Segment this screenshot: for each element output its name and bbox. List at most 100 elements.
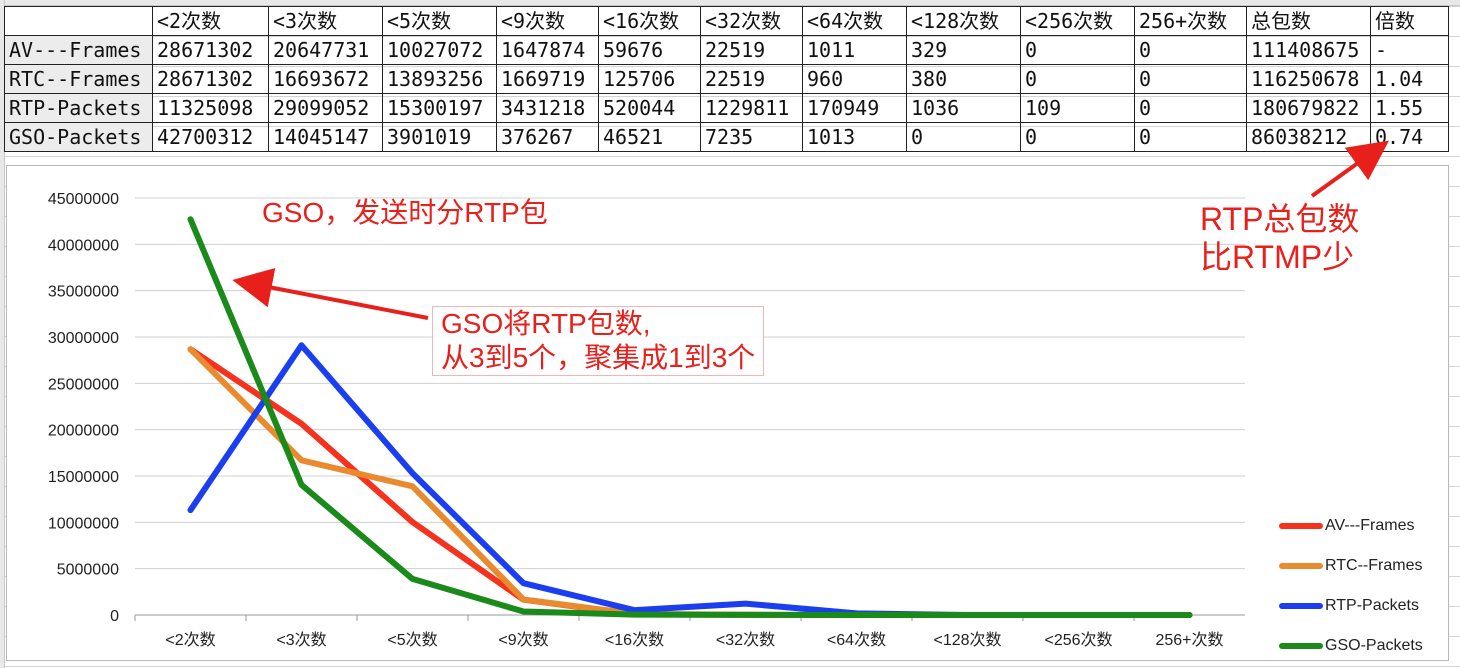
x-tick-label: <32次数	[716, 631, 775, 649]
table-cell[interactable]: 109	[1020, 93, 1135, 123]
annotation-gso-split: GSO，发送时分RTP包	[262, 197, 548, 228]
table-header-cell[interactable]: 倍数	[1370, 6, 1449, 36]
legend-item[interactable]: RTC--Frames	[1279, 546, 1423, 586]
table-header-cell[interactable]: <5次数	[382, 6, 497, 36]
table-header-cell[interactable]: <9次数	[496, 6, 599, 36]
table-cell[interactable]: 1011	[802, 35, 907, 65]
table-row: GSO-Packets 42700312 14045147 3901019 376267…	[4, 122, 1449, 152]
table-cell[interactable]: 1036	[906, 93, 1021, 123]
legend-item[interactable]: AV---Frames	[1279, 506, 1423, 546]
table-row-label[interactable]: GSO-Packets	[4, 122, 153, 152]
table-cell[interactable]: 42700312	[152, 122, 269, 152]
table-cell[interactable]: 960	[802, 64, 907, 94]
chart-canvas: 0 5000000 10000000 15000000 20000000 25000000…	[48, 191, 1245, 649]
line-chart[interactable]: 0 5000000 10000000 15000000 20000000 25000000…	[6, 165, 1449, 661]
legend-item[interactable]: RTP-Packets	[1279, 586, 1423, 626]
y-tick-label: 40000000	[48, 237, 119, 254]
table-header-cell[interactable]: <2次数	[152, 6, 269, 36]
table-cell[interactable]: 3431218	[496, 93, 599, 123]
table-row-label[interactable]: RTP-Packets	[4, 93, 153, 123]
table-cell[interactable]: 180679822	[1246, 93, 1371, 123]
table-cell[interactable]: 0	[1134, 35, 1247, 65]
table-cell[interactable]: 111408675	[1246, 35, 1371, 65]
y-tick-label: 15000000	[48, 469, 119, 486]
table-header-cell[interactable]: <3次数	[268, 6, 383, 36]
table-header-cell[interactable]: <64次数	[802, 6, 907, 36]
table-cell[interactable]: 1.04	[1370, 64, 1449, 94]
table-cell[interactable]: 0	[1134, 64, 1247, 94]
x-tick-label: <5次数	[387, 631, 437, 649]
legend-label: AV---Frames	[1325, 517, 1415, 534]
y-tick-label: 5000000	[57, 562, 119, 579]
x-tick-label: <16次数	[605, 631, 664, 649]
table-header-cell[interactable]: <16次数	[598, 6, 701, 36]
table-cell[interactable]: 7235	[700, 122, 803, 152]
table-header-cell[interactable]: <256次数	[1020, 6, 1135, 36]
x-tick-label: <9次数	[498, 631, 548, 649]
chart-legend: AV---Frames RTC--Frames RTP-Packets GSO-Pac…	[1279, 506, 1423, 666]
legend-label: RTC--Frames	[1325, 557, 1423, 574]
legend-swatch	[1279, 563, 1323, 569]
table-cell[interactable]: 28671302	[152, 64, 269, 94]
series-line-rtp-packets[interactable]	[187, 342, 1193, 618]
annotation-rtp-total-line1: RTP总包数	[1200, 201, 1360, 237]
y-tick-label: 30000000	[48, 330, 119, 347]
table-cell[interactable]: 170949	[802, 93, 907, 123]
table-corner-cell[interactable]	[4, 6, 153, 36]
table-body: AV---Frames 28671302 20647731 10027072 16478…	[4, 35, 1449, 152]
column-header-strip	[0, 0, 1460, 6]
table-cell[interactable]: 22519	[700, 35, 803, 65]
table-cell[interactable]: 46521	[598, 122, 701, 152]
table-cell[interactable]: -	[1370, 35, 1449, 65]
y-tick-label: 35000000	[48, 284, 119, 301]
table-cell[interactable]: 0	[1020, 122, 1135, 152]
table-cell[interactable]: 1013	[802, 122, 907, 152]
series-line-gso-packets[interactable]	[187, 216, 1193, 618]
table-cell[interactable]: 16693672	[268, 64, 383, 94]
table-cell[interactable]: 1669719	[496, 64, 599, 94]
table-cell[interactable]: 0	[906, 122, 1021, 152]
table-cell[interactable]: 29099052	[268, 93, 383, 123]
table-cell[interactable]: 0	[1020, 35, 1135, 65]
table-header-cell[interactable]: <32次数	[700, 6, 803, 36]
table-cell[interactable]: 20647731	[268, 35, 383, 65]
table-cell[interactable]: 59676	[598, 35, 701, 65]
table-cell[interactable]: 28671302	[152, 35, 269, 65]
table-cell[interactable]: 329	[906, 35, 1021, 65]
table-cell[interactable]: 11325098	[152, 93, 269, 123]
x-tick-label: <2次数	[165, 631, 215, 649]
table-cell[interactable]: 10027072	[382, 35, 497, 65]
table-cell[interactable]: 0	[1020, 64, 1135, 94]
table-cell[interactable]: 520044	[598, 93, 701, 123]
table-cell[interactable]: 22519	[700, 64, 803, 94]
table-cell[interactable]: 3901019	[382, 122, 497, 152]
table-row-label[interactable]: RTC--Frames	[4, 64, 153, 94]
y-tick-label: 20000000	[48, 423, 119, 440]
table-row: RTC--Frames 28671302 16693672 13893256 16697…	[4, 64, 1449, 94]
table-header-cell[interactable]: 总包数	[1246, 6, 1371, 36]
table-cell[interactable]: 13893256	[382, 64, 497, 94]
table-header-cell[interactable]: 256+次数	[1134, 6, 1247, 36]
table-row-label[interactable]: AV---Frames	[4, 35, 153, 65]
table-cell[interactable]: 116250678	[1246, 64, 1371, 94]
table-cell[interactable]: 380	[906, 64, 1021, 94]
table-cell[interactable]: 1229811	[700, 93, 803, 123]
table-cell[interactable]: 86038212	[1246, 122, 1371, 152]
data-table: <2次数 <3次数 <5次数 <9次数 <16次数 <32次数 <64次数 <128次数 <25…	[4, 6, 1449, 152]
table-header-row: <2次数 <3次数 <5次数 <9次数 <16次数 <32次数 <64次数 <128次数 <25…	[4, 6, 1449, 36]
table-cell[interactable]: 15300197	[382, 93, 497, 123]
table-row: AV---Frames 28671302 20647731 10027072 16478…	[4, 35, 1449, 65]
table-cell[interactable]: 376267	[496, 122, 599, 152]
table-cell[interactable]: 0	[1134, 93, 1247, 123]
table-cell[interactable]: 14045147	[268, 122, 383, 152]
table-cell[interactable]: 1.55	[1370, 93, 1449, 123]
x-tick-label: 256+次数	[1155, 631, 1223, 649]
table-cell[interactable]: 0.74	[1370, 122, 1449, 152]
y-tick-label: 25000000	[48, 376, 119, 393]
table-cell[interactable]: 125706	[598, 64, 701, 94]
x-tick-label: <128次数	[933, 631, 1001, 649]
table-cell[interactable]: 0	[1134, 122, 1247, 152]
table-cell[interactable]: 1647874	[496, 35, 599, 65]
legend-item[interactable]: GSO-Packets	[1279, 626, 1423, 666]
table-header-cell[interactable]: <128次数	[906, 6, 1021, 36]
